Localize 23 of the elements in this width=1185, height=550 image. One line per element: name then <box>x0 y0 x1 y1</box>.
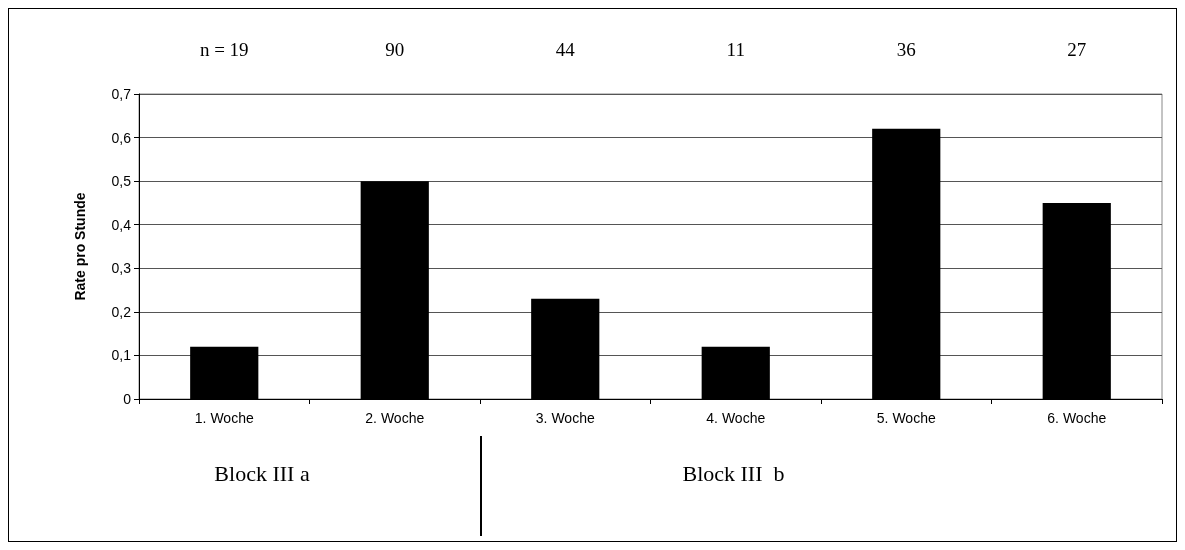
text: 90 <box>385 38 405 60</box>
y-tick-label: 0,7 <box>111 86 132 102</box>
y-tick-label: 0 <box>123 391 132 407</box>
text: 27 <box>1067 38 1087 60</box>
text: Block III a <box>214 460 310 486</box>
y-tick-label: 0,4 <box>111 216 132 233</box>
x-tick-label: 1. Woche <box>194 410 254 426</box>
y-tick-label: 0,1 <box>111 347 132 364</box>
y-axis-title: Rate pro Stunde <box>72 192 88 301</box>
text: 44 <box>555 38 576 60</box>
x-tick-label: 6. Woche <box>1047 410 1107 426</box>
y-tick-label: 0,6 <box>111 129 132 146</box>
x-tick-label: 5. Woche <box>876 410 936 426</box>
y-tick-label: 0,3 <box>111 260 132 277</box>
y-tick-label: 0,5 <box>111 173 132 190</box>
text: 11 <box>726 38 745 60</box>
x-tick-label: 4. Woche <box>706 410 766 426</box>
x-tick-label: 3. Woche <box>535 410 595 426</box>
text: n = 19 <box>199 38 249 60</box>
text: 36 <box>896 38 916 60</box>
y-tick-label: 0,2 <box>111 303 132 320</box>
x-tick-label: 2. Woche <box>365 410 425 426</box>
text: Block III b <box>682 460 785 486</box>
